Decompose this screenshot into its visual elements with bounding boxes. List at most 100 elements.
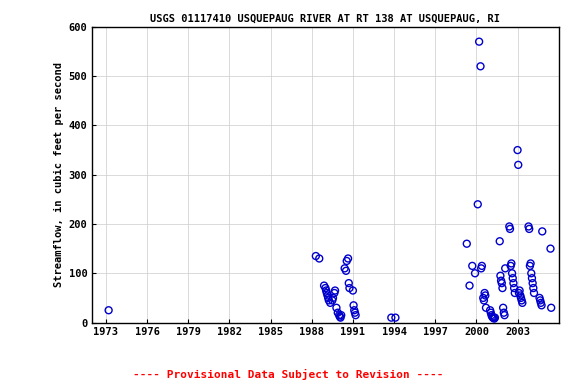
Point xyxy=(537,228,547,235)
Point xyxy=(321,285,330,291)
Point xyxy=(333,310,342,316)
Point xyxy=(497,280,506,286)
Point xyxy=(499,310,509,316)
Point xyxy=(496,273,505,279)
Point xyxy=(391,314,400,321)
Y-axis label: Streamflow, in cubic feet per second: Streamflow, in cubic feet per second xyxy=(54,62,65,287)
Point xyxy=(490,314,499,321)
Point xyxy=(509,280,518,286)
Point xyxy=(386,314,396,321)
Point xyxy=(510,285,519,291)
Point xyxy=(501,265,510,271)
Point xyxy=(489,314,498,321)
Point xyxy=(479,297,488,303)
Point xyxy=(475,39,484,45)
Point xyxy=(528,280,537,286)
Point xyxy=(505,226,514,232)
Point xyxy=(499,305,508,311)
Point xyxy=(329,290,339,296)
Point xyxy=(526,270,536,276)
Point xyxy=(526,260,535,266)
Point xyxy=(514,162,523,168)
Point xyxy=(535,295,544,301)
Point xyxy=(513,147,522,153)
Point xyxy=(343,255,353,262)
Point xyxy=(314,255,324,262)
Point xyxy=(321,288,331,294)
Point xyxy=(515,288,524,294)
Point xyxy=(336,312,346,318)
Point xyxy=(468,263,477,269)
Point xyxy=(351,312,360,318)
Point xyxy=(514,290,524,296)
Point xyxy=(490,316,499,322)
Point xyxy=(342,268,351,274)
Point xyxy=(344,280,354,286)
Point xyxy=(500,312,509,318)
Point xyxy=(331,288,340,294)
Point xyxy=(536,300,545,306)
Point xyxy=(462,241,471,247)
Point xyxy=(507,270,517,276)
Point xyxy=(479,295,488,301)
Point xyxy=(476,265,486,271)
Point xyxy=(328,295,338,301)
Point xyxy=(505,223,514,230)
Point xyxy=(516,295,525,301)
Point xyxy=(547,305,556,311)
Point xyxy=(525,263,535,269)
Point xyxy=(335,314,344,320)
Point xyxy=(546,246,555,252)
Point xyxy=(324,297,334,303)
Point xyxy=(486,310,495,316)
Point xyxy=(320,283,329,289)
Point xyxy=(487,312,496,318)
Point xyxy=(486,307,495,313)
Point xyxy=(487,314,497,320)
Point xyxy=(478,263,487,269)
Point xyxy=(473,201,482,207)
Point xyxy=(498,285,507,291)
Point xyxy=(342,258,351,264)
Point xyxy=(529,285,538,291)
Point xyxy=(311,253,320,259)
Point xyxy=(345,285,354,291)
Point xyxy=(480,290,489,296)
Point xyxy=(348,288,358,294)
Point xyxy=(497,278,506,284)
Point xyxy=(518,300,527,306)
Point xyxy=(340,265,349,271)
Point xyxy=(332,305,341,311)
Point xyxy=(528,275,537,281)
Point xyxy=(529,290,539,296)
Point xyxy=(324,295,333,301)
Point xyxy=(508,275,517,281)
Point xyxy=(328,297,337,303)
Point xyxy=(350,307,359,313)
Point xyxy=(510,290,520,296)
Point xyxy=(465,283,474,289)
Point xyxy=(516,292,525,298)
Point xyxy=(524,223,533,230)
Point xyxy=(488,314,498,321)
Title: USGS 01117410 USQUEPAUG RIVER AT RT 138 AT USQUEPAUG, RI: USGS 01117410 USQUEPAUG RIVER AT RT 138 … xyxy=(150,13,501,23)
Point xyxy=(482,305,491,311)
Point xyxy=(517,297,526,303)
Point xyxy=(349,302,358,308)
Point xyxy=(335,312,344,318)
Point xyxy=(350,310,359,316)
Point xyxy=(323,292,332,298)
Point xyxy=(336,314,345,321)
Point xyxy=(481,292,490,298)
Point xyxy=(325,300,335,306)
Point xyxy=(507,260,516,266)
Point xyxy=(506,263,516,269)
Point xyxy=(476,63,485,70)
Point xyxy=(104,307,113,313)
Point xyxy=(322,290,331,296)
Point xyxy=(536,297,545,303)
Point xyxy=(537,302,546,308)
Point xyxy=(471,270,480,276)
Point xyxy=(495,238,505,244)
Point xyxy=(525,226,534,232)
